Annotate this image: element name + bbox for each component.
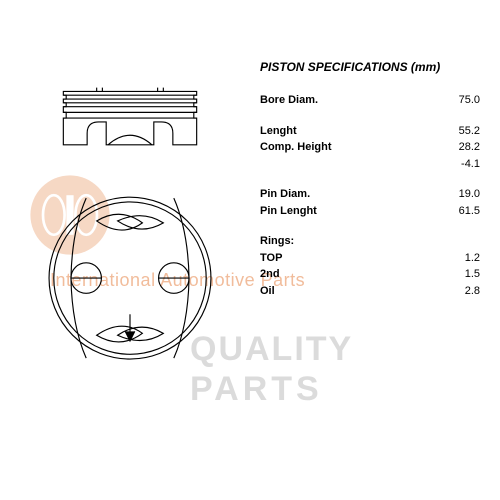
- spec-row: TOP 1.2: [260, 250, 480, 267]
- spec-value: 75.0: [440, 92, 480, 109]
- spec-label: Bore Diam.: [260, 92, 318, 109]
- spec-label: Comp. Height: [260, 139, 332, 156]
- spec-value: 2.8: [440, 283, 480, 300]
- spec-row: -4.1: [260, 156, 480, 173]
- spec-value: 19.0: [440, 186, 480, 203]
- spec-label: TOP: [260, 250, 282, 267]
- spec-row: Comp. Height 28.2: [260, 139, 480, 156]
- spec-value: 28.2: [440, 139, 480, 156]
- spec-row: Oil 2.8: [260, 283, 480, 300]
- piston-diagram: [30, 80, 230, 400]
- spec-label: Pin Lenght: [260, 203, 317, 220]
- spec-label: Oil: [260, 283, 275, 300]
- spec-title: PISTON SPECIFICATIONS (mm): [260, 60, 480, 74]
- spec-value: 1.5: [440, 266, 480, 283]
- spec-label: 2nd: [260, 266, 280, 283]
- spec-value: 55.2: [440, 123, 480, 140]
- spec-row: Rings:: [260, 233, 480, 250]
- spec-value: [440, 233, 480, 250]
- spec-value: 1.2: [440, 250, 480, 267]
- spec-row: Pin Diam. 19.0: [260, 186, 480, 203]
- spec-table: PISTON SPECIFICATIONS (mm) Bore Diam. 75.…: [260, 60, 480, 299]
- spec-row: Lenght 55.2: [260, 123, 480, 140]
- spec-label: Rings:: [260, 233, 294, 250]
- spec-label: Pin Diam.: [260, 186, 310, 203]
- spec-row: Bore Diam. 75.0: [260, 92, 480, 109]
- spec-value: 61.5: [440, 203, 480, 220]
- spec-label: Lenght: [260, 123, 297, 140]
- spec-value: -4.1: [440, 156, 480, 173]
- spec-row: 2nd 1.5: [260, 266, 480, 283]
- spec-row: Pin Lenght 61.5: [260, 203, 480, 220]
